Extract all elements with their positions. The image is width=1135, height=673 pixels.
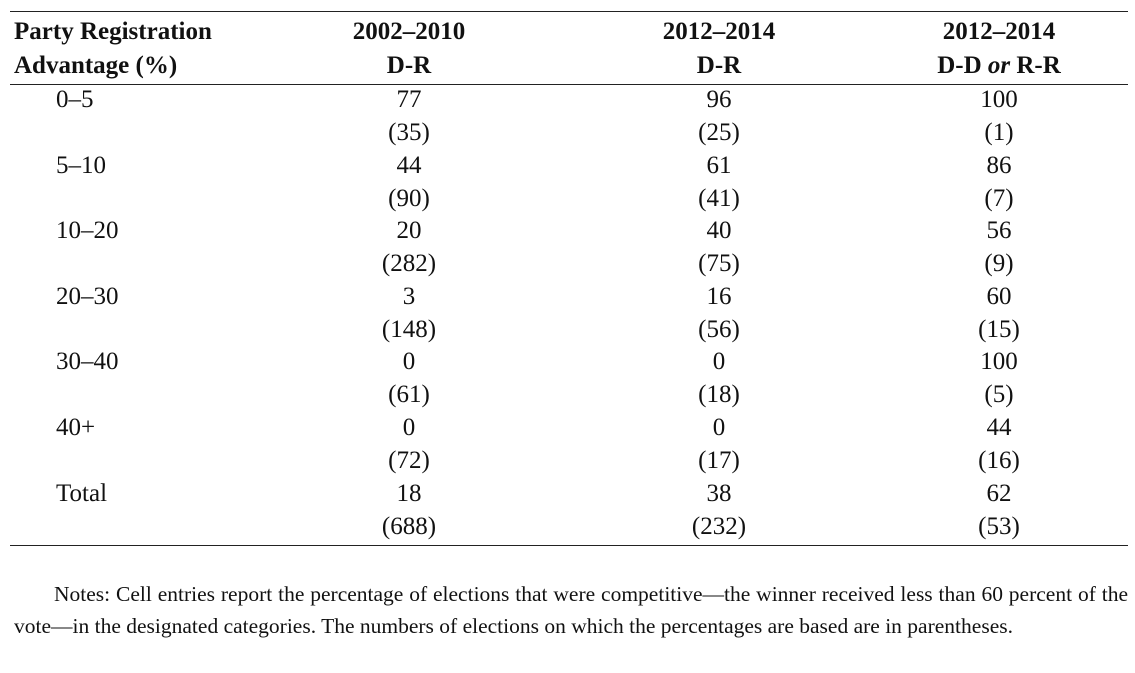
cell-percent: 40 [706,217,732,245]
table-row: 5–10 44 61 86 (90) (41) (7) [0,150,1135,216]
cell-percent: 100 [980,86,1018,113]
row-category: 10–20 [56,217,119,245]
header-col3-type-or: or [987,52,1011,79]
cell-count: (688) [381,512,437,540]
header-col-2012-2014-dr: 2012–2014 D-R [569,15,869,83]
table-row: 20–30 3 16 60 (148) (56) (15) [0,281,1135,347]
header-col1-years: 2002–2010 [352,18,466,45]
header-col3-type-a: D-D [937,52,988,79]
table-body: 0–5 77 96 100 (35) (25) (1) 5–10 44 61 8… [0,84,1135,543]
cell-percent: 62 [986,479,1012,507]
cell-percent: 60 [986,282,1012,310]
cell-percent: 96 [706,86,732,113]
row-category: 30–40 [56,348,119,376]
cell-count: (18) [698,381,740,409]
cell-count: (16) [978,446,1020,474]
cell-percent: 86 [986,151,1012,179]
cell-count: (25) [698,119,740,146]
cell-count: (7) [984,184,1014,212]
header-col3-years: 2012–2014 [942,18,1056,45]
cell-count: (41) [698,184,740,212]
row-category: 40+ [56,413,96,441]
header-col3-type-b: R-R [1010,52,1061,79]
cell-count: (148) [381,315,437,343]
cell-count: (232) [691,512,747,540]
row-category: 20–30 [56,282,119,310]
cell-percent: 61 [706,151,732,179]
cell-percent: 0 [712,413,726,441]
cell-count: (9) [984,250,1014,278]
cell-count: (5) [984,381,1014,409]
row-category: 0–5 [56,86,94,113]
cell-count: (90) [388,184,430,212]
table-row: 40+ 0 0 44 (72) (17) (16) [0,412,1135,478]
table-row-total: Total 18 38 62 (688) (232) (53) [0,478,1135,544]
table-notes: Notes: Cell entries report the percentag… [14,578,1128,642]
cell-percent: 56 [986,217,1012,245]
cell-percent: 77 [396,86,422,113]
table-bottom-rule [10,545,1128,546]
header-label-line1: Party Registration [14,18,212,45]
cell-count: (282) [381,250,437,278]
cell-percent: 0 [402,413,416,441]
cell-percent: 3 [402,282,416,310]
cell-count: (75) [698,250,740,278]
cell-count: (35) [388,119,430,146]
header-col2-years: 2012–2014 [662,18,776,45]
header-row-label: Party Registration Advantage (%) [14,15,212,83]
cell-percent: 0 [402,348,416,376]
row-category: 5–10 [56,151,106,179]
header-col-2012-2014-dd-rr: 2012–2014 D-D or R-R [849,15,1135,83]
notes-text: Notes: Cell entries report the percentag… [14,582,1128,638]
cell-count: (72) [388,446,430,474]
cell-percent: 38 [706,479,732,507]
cell-percent: 16 [706,282,732,310]
cell-count: (15) [978,315,1020,343]
header-col3-type: D-D or R-R [849,49,1135,83]
row-category: Total [56,479,108,507]
header-col2-type: D-R [696,52,742,79]
cell-count: (17) [698,446,740,474]
cell-percent: 0 [712,348,726,376]
header-col-2002-2010-dr: 2002–2010 D-R [259,15,559,83]
cell-count: (56) [698,315,740,343]
cell-percent: 18 [396,479,422,507]
table-row: 0–5 77 96 100 (35) (25) (1) [0,84,1135,150]
cell-percent: 44 [396,151,422,179]
cell-percent: 20 [396,217,422,245]
table-row: 30–40 0 0 100 (61) (18) (5) [0,346,1135,412]
cell-count: (61) [388,381,430,409]
table-top-rule [10,11,1128,12]
cell-count: (1) [984,119,1014,146]
cell-count: (53) [978,512,1020,540]
cell-percent: 44 [986,413,1012,441]
header-label-line2: Advantage (%) [14,52,178,79]
table-header-rule [10,84,1128,85]
table-row: 10–20 20 40 56 (282) (75) (9) [0,215,1135,281]
header-col1-type: D-R [386,52,432,79]
cell-percent: 100 [980,348,1018,376]
